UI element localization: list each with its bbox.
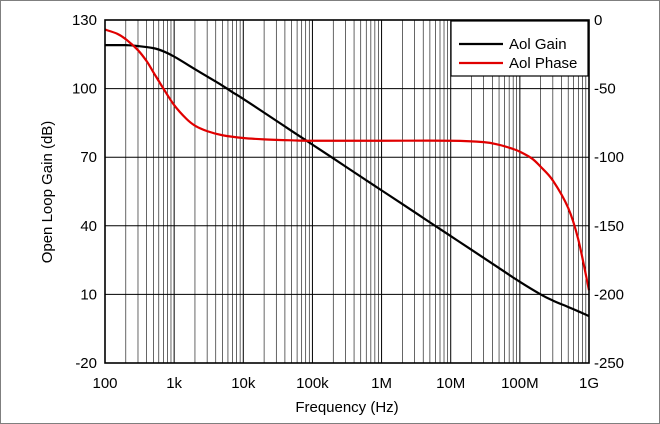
x-tick-label: 100k [296,375,329,392]
y-tick-label: 100 [72,81,97,98]
legend-box [450,20,589,77]
y-tick-label: 10 [80,286,97,303]
y2-tick-label: 0 [594,12,602,29]
y2-tick-label: -250 [594,355,624,372]
y-axis-title: Open Loop Gain (dB) [39,121,56,264]
plot-area-border [104,19,590,364]
x-tick-label: 1k [166,375,182,392]
x-tick-label: 10k [231,375,256,392]
y2-tick-label: -100 [594,149,624,166]
grid [105,20,589,363]
x-axis-title: Frequency (Hz) [295,399,398,416]
y-tick-label: -20 [75,355,97,372]
legend-label-aol-gain: Aol Gain [509,36,567,53]
y2-tick-label: -200 [594,286,624,303]
y2-tick-label: -50 [594,81,616,98]
x-tick-label: 1M [371,375,392,392]
legend: Aol Gain Aol Phase [450,20,589,77]
x-tick-label: 10M [436,375,465,392]
series-layer [104,28,591,318]
series-line-aol-phase [104,28,591,291]
tick-labels: 100 1k 10k 100k 1M 10M 100M 1G130100704010-200-… [72,12,624,392]
legend-label-aol-phase: Aol Phase [509,55,577,72]
series-line-aol-gain [104,43,590,318]
y2-tick-label: -150 [594,218,624,235]
y-tick-label: 70 [80,149,97,166]
x-tick-label: 100M [501,375,539,392]
x-tick-label: 1G [579,375,599,392]
x-tick-label: 100 [92,375,117,392]
y-tick-label: 130 [72,12,97,29]
y-tick-label: 40 [80,218,97,235]
